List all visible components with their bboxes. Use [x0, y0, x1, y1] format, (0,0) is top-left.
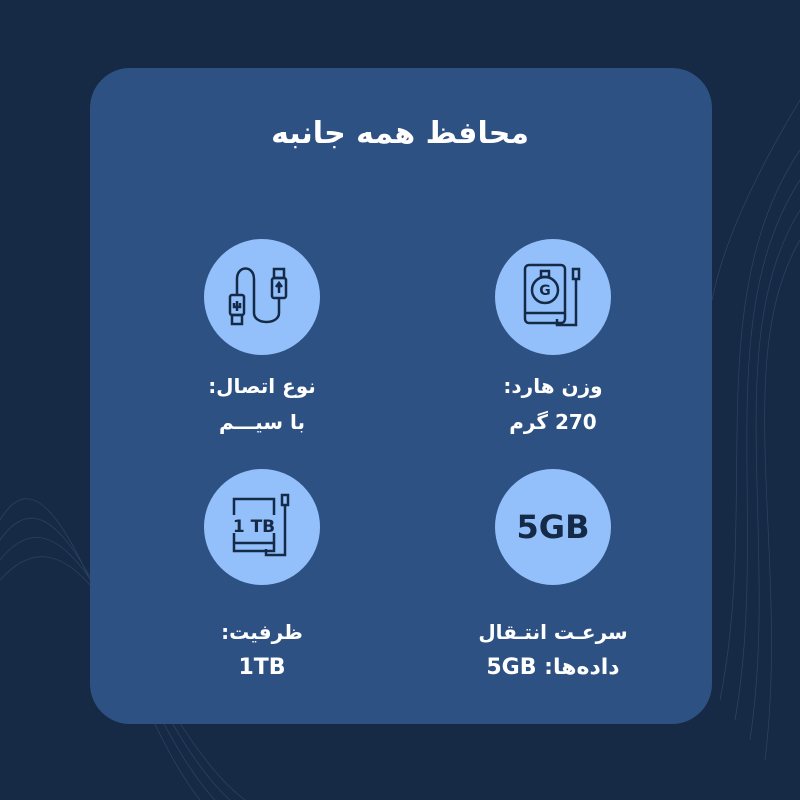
- hard-drive-weight-icon: G: [495, 239, 611, 355]
- speed-badge-text: 5GB: [516, 508, 590, 546]
- capacity-badge-text: 1 TB: [233, 517, 275, 537]
- page-title: محافظ همه جانبه: [271, 116, 529, 151]
- hard-drive-capacity-icon: 1 TB: [204, 469, 320, 585]
- feature-connection: نوع اتصال: با سیـــم: [142, 368, 382, 440]
- usb-cable-icon: [204, 239, 320, 355]
- feature-value: با سیـــم: [218, 410, 305, 434]
- feature-value: 1TB: [238, 655, 286, 680]
- feature-value: 270 گرم: [509, 410, 597, 434]
- feature-label: ظرفیت:: [221, 620, 303, 644]
- feature-weight: وزن هارد: 270 گرم: [433, 368, 673, 440]
- feature-label: وزن هارد:: [503, 374, 603, 398]
- feature-capacity: ظرفیت: 1TB: [142, 614, 382, 686]
- feature-label: نوع اتصال:: [208, 374, 316, 398]
- svg-text:G: G: [539, 283, 551, 299]
- feature-label: سرعـت انتـقال: [478, 620, 628, 644]
- feature-speed: سرعـت انتـقال داده‌ها: 5GB: [433, 614, 673, 686]
- feature-value: داده‌ها: 5GB: [486, 655, 620, 680]
- transfer-speed-icon: 5GB: [495, 469, 611, 585]
- feature-card: [90, 68, 712, 724]
